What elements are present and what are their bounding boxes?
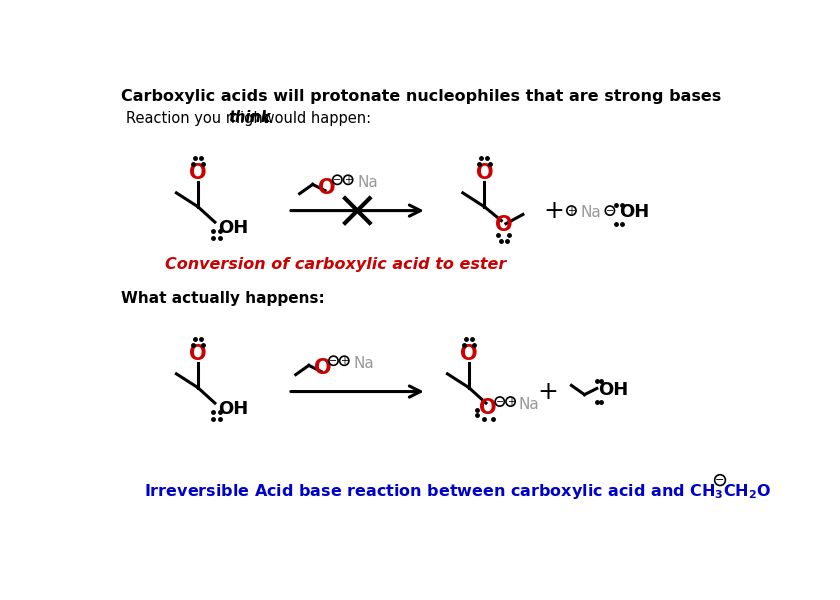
Text: +: + (340, 356, 349, 366)
Text: What actually happens:: What actually happens: (121, 292, 325, 307)
Text: +: + (543, 199, 564, 223)
Text: Reaction you might: Reaction you might (126, 110, 274, 125)
Text: Na: Na (357, 175, 378, 190)
Text: O: O (480, 398, 497, 418)
Text: Na: Na (580, 205, 601, 220)
Text: −: − (716, 475, 725, 485)
Text: OH: OH (598, 381, 628, 399)
Text: Conversion of carboxylic acid to ester: Conversion of carboxylic acid to ester (165, 257, 506, 272)
Text: O: O (314, 358, 332, 379)
Text: +: + (567, 206, 575, 215)
Text: O: O (475, 163, 493, 183)
Text: think: think (228, 110, 271, 125)
Text: Irreversible Acid base reaction between carboxylic acid and $\mathbf{CH_3CH_2O}$: Irreversible Acid base reaction between … (144, 482, 771, 500)
Text: O: O (460, 344, 478, 364)
Text: O: O (318, 178, 335, 197)
Text: OH: OH (619, 203, 649, 221)
Text: −: − (329, 356, 338, 366)
Text: O: O (495, 215, 512, 235)
Text: +: + (537, 380, 558, 404)
Text: −: − (606, 206, 614, 215)
Text: +: + (507, 397, 515, 407)
Text: O: O (189, 163, 207, 183)
Text: +: + (344, 175, 352, 185)
Text: OH: OH (218, 400, 249, 418)
Text: −: − (333, 175, 341, 185)
Text: Na: Na (518, 397, 539, 412)
Text: −: − (496, 397, 504, 407)
Text: would happen:: would happen: (258, 110, 371, 125)
Text: O: O (189, 344, 207, 364)
Text: OH: OH (218, 220, 249, 238)
Text: Na: Na (354, 356, 375, 371)
Text: Carboxylic acids will protonate nucleophiles that are strong bases: Carboxylic acids will protonate nucleoph… (121, 89, 722, 104)
